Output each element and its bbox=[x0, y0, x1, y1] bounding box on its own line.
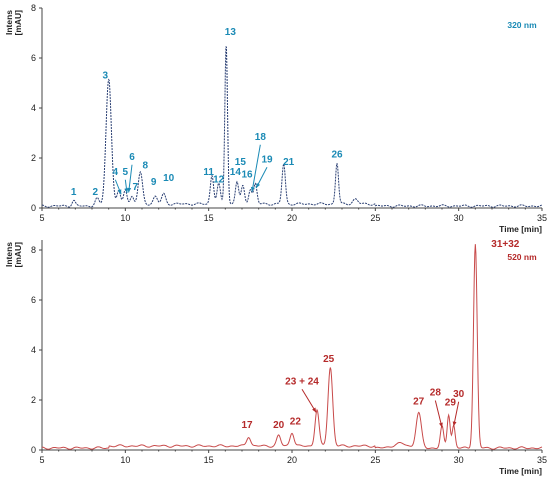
top-peak-label: 1 bbox=[71, 187, 77, 198]
bottom-peak-label: 31+32 bbox=[491, 239, 520, 250]
top-peak-label: 19 bbox=[261, 154, 273, 165]
top-y-tick-label: 6 bbox=[31, 53, 36, 63]
top-peak-label: 13 bbox=[225, 27, 237, 38]
top-peak-label: 16 bbox=[241, 169, 253, 180]
bottom-peak-label: 25 bbox=[323, 354, 335, 365]
bottom-peak-label: 20 bbox=[273, 420, 285, 431]
top-peak-arrow bbox=[251, 144, 261, 192]
top-y-tick-label: 4 bbox=[31, 103, 36, 113]
bottom-peak-label: 23 + 24 bbox=[285, 376, 319, 387]
top-peak-label: 10 bbox=[163, 173, 175, 184]
top-peak-label: 8 bbox=[143, 161, 149, 172]
bottom-peak-arrowhead bbox=[452, 421, 457, 427]
top-peak-label: 6 bbox=[129, 152, 135, 163]
bottom-y-tick-label: 6 bbox=[31, 295, 36, 305]
top-peak-label: 18 bbox=[255, 132, 267, 143]
top-peak-label: 14 bbox=[230, 167, 242, 178]
top-y-tick-label: 8 bbox=[31, 3, 36, 13]
top-peak-arrowhead bbox=[117, 189, 122, 195]
top-x-tick-label: 30 bbox=[454, 213, 464, 223]
bottom-x-tick-label: 25 bbox=[370, 455, 380, 465]
bottom-peak-arrowhead bbox=[439, 422, 443, 428]
top-x-tick-label: 20 bbox=[287, 213, 297, 223]
bottom-x-tick-label: 20 bbox=[287, 455, 297, 465]
bottom-x-tick-label: 35 bbox=[537, 455, 547, 465]
bottom-y-tick-label: 2 bbox=[31, 395, 36, 405]
bottom-peak-label: 28 bbox=[430, 388, 442, 399]
top-peak-label: 4 bbox=[113, 167, 119, 178]
bottom-y-axis-title-line: [mAU] bbox=[13, 242, 23, 268]
bottom-y-tick-label: 0 bbox=[31, 445, 36, 455]
bottom-x-tick-label: 30 bbox=[454, 455, 464, 465]
top-peak-label: 21 bbox=[283, 157, 295, 168]
bottom-peak-label: 22 bbox=[290, 416, 302, 427]
bottom-peak-arrow bbox=[434, 400, 443, 428]
top-peak-label: 7 bbox=[133, 182, 139, 193]
top-peak-arrowhead bbox=[256, 183, 261, 188]
top-y-axis-title: Intens[mAU] bbox=[4, 10, 23, 36]
top-y-axis-title-line: [mAU] bbox=[13, 10, 23, 36]
top-peak-arrow bbox=[128, 164, 133, 193]
bottom-chromatogram-trace bbox=[41, 244, 543, 450]
top-x-tick-label: 5 bbox=[39, 213, 44, 223]
bottom-y-tick-label: 8 bbox=[31, 245, 36, 255]
bottom-x-tick-label: 15 bbox=[204, 455, 214, 465]
top-peak-label: 9 bbox=[151, 177, 157, 188]
bottom-panel: 5 10 15 20 25 30 35 0 2 4 6 8 Intens[mAU] Time [min] 5… bbox=[4, 239, 547, 476]
bottom-peak-label: 17 bbox=[241, 420, 253, 431]
top-x-tick-label: 35 bbox=[537, 213, 547, 223]
bottom-y-axis-title-line: Intens bbox=[4, 242, 14, 267]
top-peak-label: 12 bbox=[213, 174, 225, 185]
top-peak-label: 2 bbox=[93, 187, 99, 198]
top-y-tick-label: 0 bbox=[31, 203, 36, 213]
top-peak-label: 15 bbox=[235, 157, 247, 168]
top-peak-label: 26 bbox=[331, 149, 343, 160]
bottom-y-tick-label: 4 bbox=[31, 345, 36, 355]
top-y-tick-label: 2 bbox=[31, 153, 36, 163]
top-peak-arrowhead bbox=[124, 188, 129, 193]
top-x-tick-label: 10 bbox=[120, 213, 130, 223]
bottom-x-axis-title: Time [min] bbox=[499, 466, 542, 476]
bottom-x-tick-label: 5 bbox=[39, 455, 44, 465]
top-peak-label: 5 bbox=[123, 167, 129, 178]
top-x-tick-label: 25 bbox=[370, 213, 380, 223]
top-peak-arrowhead bbox=[250, 186, 255, 192]
top-peak-arrowhead bbox=[127, 187, 132, 193]
top-wavelength-label: 320 nm bbox=[507, 20, 537, 30]
top-peak-label: 3 bbox=[103, 71, 109, 82]
top-y-axis-title-line: Intens bbox=[4, 10, 14, 35]
bottom-y-axis-title: Intens[mAU] bbox=[4, 242, 23, 268]
bottom-peak-label: 27 bbox=[413, 396, 425, 407]
top-peak-label: 11 bbox=[203, 167, 214, 178]
bottom-wavelength-label: 520 nm bbox=[507, 252, 537, 262]
bottom-x-tick-label: 10 bbox=[120, 455, 130, 465]
top-x-tick-label: 15 bbox=[204, 213, 214, 223]
top-x-axis-title: Time [min] bbox=[499, 224, 542, 234]
bottom-peak-label: 30 bbox=[453, 389, 465, 400]
bottom-peak-label: 29 bbox=[445, 398, 457, 409]
bottom-peak-arrowhead bbox=[312, 407, 317, 413]
